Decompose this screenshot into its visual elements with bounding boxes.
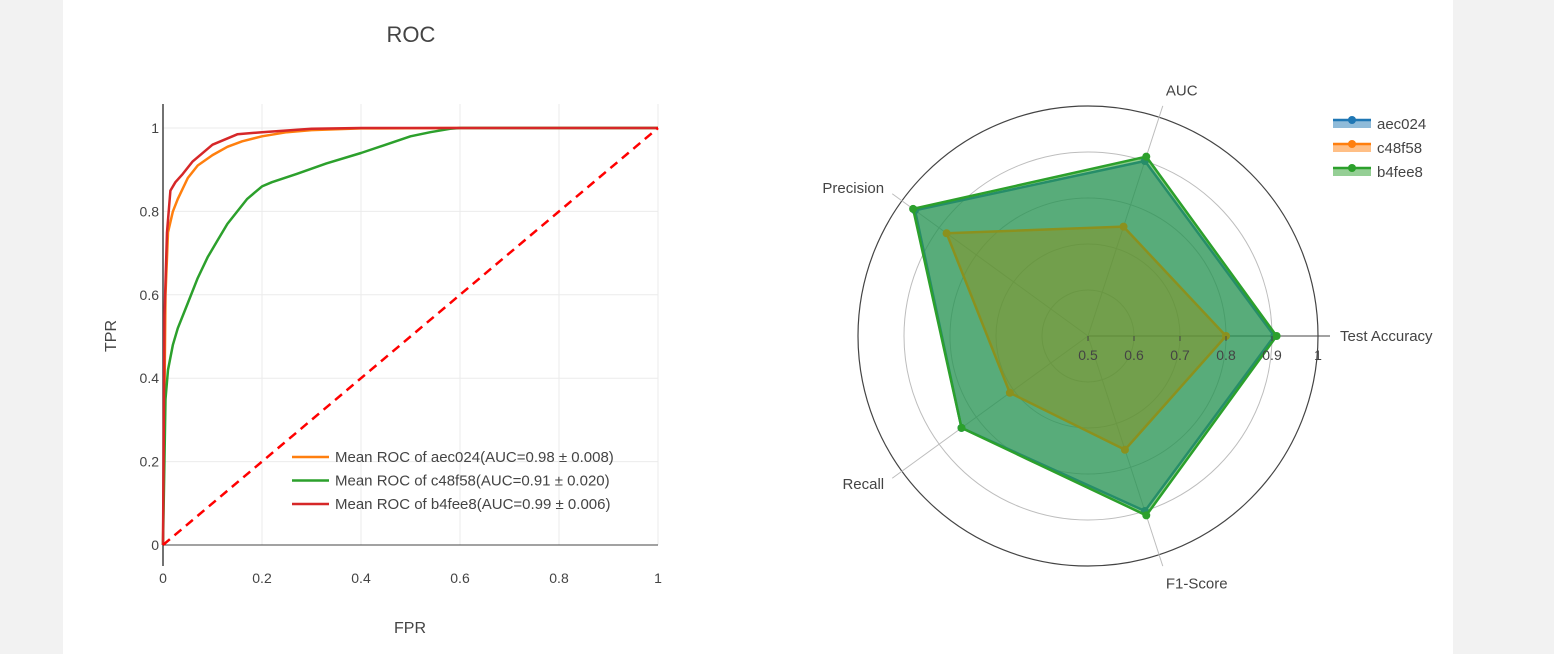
radar-chart: Test AccuracyAUCPrecisionRecallF1-Score … [822, 82, 1433, 592]
radar-legend-item[interactable]: aec024 [1377, 116, 1426, 133]
radar-point [957, 423, 966, 432]
radar-legend-item[interactable]: b4fee8 [1377, 164, 1423, 181]
radar-point [909, 204, 918, 213]
radar-legend[interactable]: aec024 c48f58 b4fee8 [1333, 116, 1426, 181]
radar-legend-item[interactable]: c48f58 [1377, 140, 1422, 157]
radar-point [1272, 332, 1281, 340]
radar-axis-label: Test Accuracy [1340, 328, 1433, 345]
radar-axis-labels: Test Accuracy AUC Precision Recall F1-Score [822, 82, 1433, 592]
roc-x-tick-label: 0.2 [252, 570, 272, 586]
roc-series-line-2 [161, 126, 658, 546]
radar-point [1142, 152, 1151, 161]
radar-legend-swatch-marker [1348, 116, 1356, 124]
roc-legend-item[interactable]: Mean ROC of c48f58(AUC=0.91 ± 0.020) [335, 473, 610, 490]
roc-y-axis-label: TPR [103, 320, 120, 352]
figure-panel: ROC 0 0.2 0.4 0.6 0.8 1 0 0.2 0.4 0.6 0.8 1 FPR TP… [63, 0, 1453, 654]
radar-point [1142, 511, 1151, 520]
radar-polygons [909, 152, 1281, 520]
radar-radial-tick-label: 0.7 [1170, 347, 1190, 363]
roc-lines [161, 126, 659, 546]
radar-radial-tick-labels: 0.5 0.6 0.7 0.8 0.9 1 [1078, 336, 1322, 363]
radar-radial-tick-label: 0.9 [1262, 347, 1282, 363]
radar-radial-tick-label: 1 [1314, 347, 1322, 363]
roc-y-tick-label: 0 [151, 537, 159, 553]
roc-chance-line [162, 127, 659, 546]
roc-x-axis-label: FPR [394, 620, 426, 637]
roc-series-line-1 [161, 126, 658, 546]
roc-y-tick-label: 0.8 [140, 203, 160, 219]
roc-y-tick-label: 0.4 [140, 370, 160, 386]
roc-chart: ROC 0 0.2 0.4 0.6 0.8 1 0 0.2 0.4 0.6 0.8 1 FPR TP… [103, 22, 662, 637]
radar-axis-label: Precision [822, 180, 884, 197]
roc-legend-item[interactable]: Mean ROC of aec024(AUC=0.98 ± 0.008) [335, 449, 614, 466]
radar-polygon-b4fee8 [911, 155, 1278, 517]
radar-radial-tick-label: 0.6 [1124, 347, 1144, 363]
roc-legend-item[interactable]: Mean ROC of b4fee8(AUC=0.99 ± 0.006) [335, 496, 610, 513]
roc-y-tick-labels: 0 0.2 0.4 0.6 0.8 1 [140, 120, 160, 553]
roc-x-tick-label: 0.4 [351, 570, 371, 586]
roc-y-tick-label: 0.6 [140, 287, 160, 303]
radar-radial-tick-label: 0.5 [1078, 347, 1098, 363]
radar-legend-swatch-marker [1348, 164, 1356, 172]
radar-axis-label: Recall [842, 476, 884, 493]
roc-y-tick-label: 1 [151, 120, 159, 136]
roc-x-tick-label: 1 [654, 570, 662, 586]
radar-legend-swatch-marker [1348, 140, 1356, 148]
roc-y-tick-label: 0.2 [140, 454, 160, 470]
roc-x-tick-labels: 0 0.2 0.4 0.6 0.8 1 [159, 570, 662, 586]
radar-axis-label: F1-Score [1166, 576, 1228, 593]
roc-legend[interactable]: Mean ROC of aec024(AUC=0.98 ± 0.008) Mean… [292, 449, 614, 513]
radar-axis-label: AUC [1166, 82, 1198, 99]
roc-x-tick-label: 0.8 [549, 570, 569, 586]
roc-title: ROC [387, 22, 436, 47]
radar-radial-tick-label: 0.8 [1216, 347, 1236, 363]
figure-canvas: ROC 0 0.2 0.4 0.6 0.8 1 0 0.2 0.4 0.6 0.8 1 FPR TP… [103, 22, 1433, 637]
roc-x-tick-label: 0.6 [450, 570, 470, 586]
roc-x-tick-label: 0 [159, 570, 167, 586]
